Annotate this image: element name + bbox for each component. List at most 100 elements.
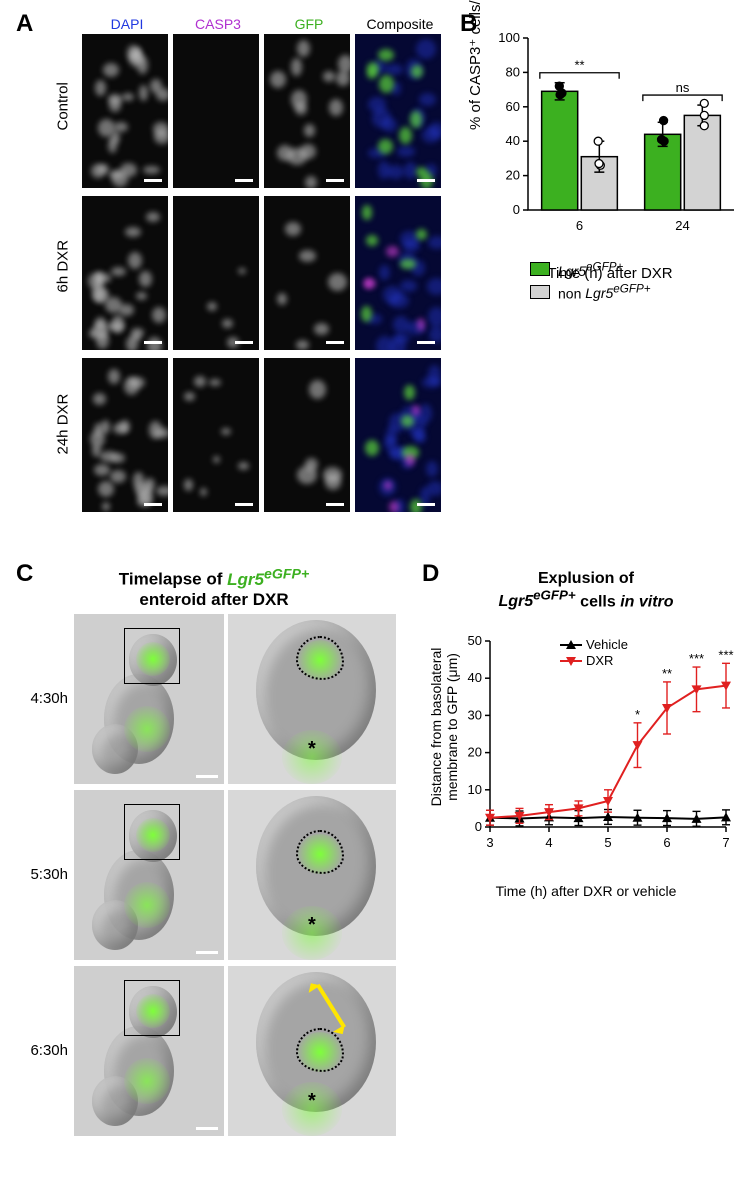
svg-text:4: 4 <box>545 835 552 850</box>
micrograph <box>264 34 350 188</box>
panel-c-title: Timelapse of Lgr5eGFP+enteroid after DXR <box>24 566 404 610</box>
timelapse-row: 6:30h * <box>24 966 404 1136</box>
enteroid-zoom: * <box>228 614 396 784</box>
scale-bar <box>235 341 253 344</box>
enteroid-overview <box>74 790 224 960</box>
panel-d: Explusion ofLgr5eGFP+ cells in vitro Dis… <box>426 570 746 890</box>
scale-bar <box>196 775 218 778</box>
enteroid-zoom: * <box>228 966 396 1136</box>
panel-a-row: Control <box>44 34 450 188</box>
micrograph <box>82 358 168 512</box>
svg-text:40: 40 <box>506 133 520 148</box>
panel-a: DAPI CASP3 GFP Composite Control6h DXR24… <box>44 16 450 520</box>
b-ylabel: % of CASP3⁺ cells/crypt <box>466 0 484 130</box>
d-ylabel: Distance from basolateralmembrane to GFP… <box>428 607 460 847</box>
timepoint-label: 6:30h <box>24 1042 74 1059</box>
micrograph <box>264 358 350 512</box>
micrograph <box>173 358 259 512</box>
d-xlabel: Time (h) after DXR or vehicle <box>436 883 736 899</box>
svg-text:100: 100 <box>498 30 520 45</box>
svg-text:***: *** <box>718 648 733 663</box>
col-header-casp3: CASP3 <box>175 16 261 32</box>
micrograph <box>355 196 441 350</box>
panel-d-title: Explusion ofLgr5eGFP+ cells in vitro <box>426 570 746 611</box>
svg-text:50: 50 <box>468 633 482 648</box>
svg-text:ns: ns <box>676 80 690 95</box>
timepoint-label: 5:30h <box>24 866 74 883</box>
scale-bar <box>235 503 253 506</box>
zoom-box <box>124 804 180 860</box>
timepoint-label: 4:30h <box>24 690 74 707</box>
scale-bar <box>144 503 162 506</box>
micrograph <box>355 358 441 512</box>
legend-text-lgr5: Lgr5eGFP+ <box>558 260 623 279</box>
scale-bar <box>326 179 344 182</box>
scale-bar <box>144 341 162 344</box>
scale-bar <box>235 179 253 182</box>
col-header-composite: Composite <box>357 16 443 32</box>
micrograph <box>173 34 259 188</box>
timelapse-row: 4:30h * <box>24 614 404 784</box>
svg-text:**: ** <box>574 58 584 73</box>
asterisk-icon: * <box>308 1090 316 1113</box>
svg-text:20: 20 <box>506 168 520 183</box>
zoom-box <box>124 980 180 1036</box>
legend-text-nonlgr5: non Lgr5eGFP+ <box>558 283 651 302</box>
svg-text:20: 20 <box>468 745 482 760</box>
scale-bar <box>144 179 162 182</box>
b-legend: Lgr5eGFP+ non Lgr5eGFP+ <box>530 260 651 305</box>
micrograph <box>82 196 168 350</box>
svg-text:24: 24 <box>675 218 689 233</box>
svg-text:5: 5 <box>604 835 611 850</box>
scale-bar <box>417 179 435 182</box>
enteroid-overview <box>74 966 224 1136</box>
svg-text:DXR: DXR <box>586 653 613 668</box>
svg-text:30: 30 <box>468 708 482 723</box>
svg-text:3: 3 <box>486 835 493 850</box>
enteroid-zoom: * <box>228 790 396 960</box>
svg-text:0: 0 <box>475 819 482 834</box>
scale-bar <box>417 503 435 506</box>
col-header-gfp: GFP <box>266 16 352 32</box>
svg-text:60: 60 <box>506 99 520 114</box>
scale-bar <box>196 951 218 954</box>
svg-text:**: ** <box>662 666 672 681</box>
svg-text:*: * <box>635 707 640 722</box>
svg-text:***: *** <box>689 651 704 666</box>
line-chart-svg: 0102030405034567VehicleDXR********* <box>436 617 736 857</box>
asterisk-icon: * <box>308 914 316 937</box>
row-label: Control <box>55 92 72 130</box>
bar-chart: % of CASP3⁺ cells/crypt 0204060801006**2… <box>480 20 740 240</box>
panel-a-col-headers: DAPI CASP3 GFP Composite <box>84 16 450 32</box>
col-header-dapi: DAPI <box>84 16 170 32</box>
scale-bar <box>196 1127 218 1130</box>
scale-bar <box>417 341 435 344</box>
micrograph <box>82 34 168 188</box>
line-chart: Distance from basolateralmembrane to GFP… <box>436 617 736 857</box>
scale-bar <box>326 341 344 344</box>
micrograph <box>355 34 441 188</box>
legend-swatch-green <box>530 262 550 276</box>
panel-b: % of CASP3⁺ cells/crypt 0204060801006**2… <box>470 20 740 290</box>
svg-text:6: 6 <box>576 218 583 233</box>
svg-text:7: 7 <box>722 835 729 850</box>
svg-text:40: 40 <box>468 671 482 686</box>
svg-text:80: 80 <box>506 64 520 79</box>
row-label: 24h DXR <box>55 416 72 454</box>
figure: A DAPI CASP3 GFP Composite Control6h DXR… <box>10 10 738 1180</box>
scale-bar <box>326 503 344 506</box>
svg-text:6: 6 <box>663 835 670 850</box>
panel-c: Timelapse of Lgr5eGFP+enteroid after DXR… <box>24 566 404 1142</box>
svg-text:0: 0 <box>513 202 520 217</box>
timelapse-row: 5:30h * <box>24 790 404 960</box>
legend-swatch-gray <box>530 285 550 299</box>
panel-a-label: A <box>16 10 33 38</box>
micrograph <box>264 196 350 350</box>
enteroid-overview <box>74 614 224 784</box>
legend-lgr5: Lgr5eGFP+ <box>530 260 651 279</box>
panel-a-row: 24h DXR <box>44 358 450 512</box>
micrograph <box>173 196 259 350</box>
svg-text:10: 10 <box>468 782 482 797</box>
zoom-box <box>124 628 180 684</box>
asterisk-icon: * <box>308 738 316 761</box>
